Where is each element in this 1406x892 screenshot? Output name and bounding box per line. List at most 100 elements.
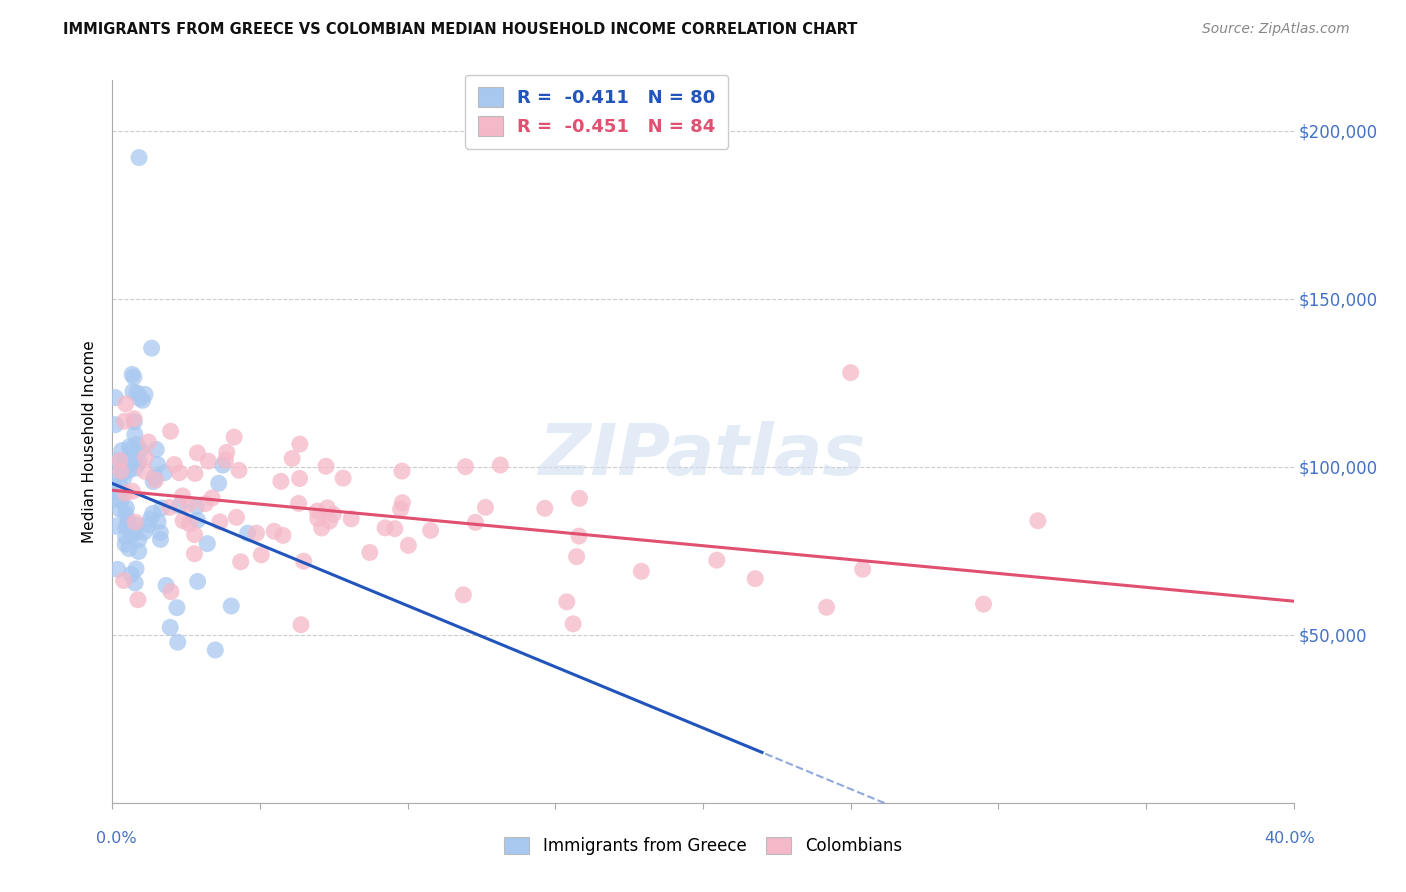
- Point: [111, 443, 134, 458]
- Point: [236, 526, 259, 541]
- Point: [169, 466, 191, 480]
- Point: [204, 643, 226, 657]
- Point: [229, 555, 252, 569]
- Point: [110, 493, 132, 508]
- Point: [453, 588, 475, 602]
- Point: [155, 578, 177, 592]
- Point: [228, 463, 250, 477]
- Point: [389, 502, 412, 516]
- Point: [197, 454, 219, 468]
- Legend: R =  -0.411   N = 80, R =  -0.451   N = 84: R = -0.411 N = 80, R = -0.451 N = 84: [465, 75, 728, 149]
- Point: [186, 513, 208, 527]
- Point: [107, 453, 129, 467]
- Point: [201, 491, 224, 505]
- Point: [117, 457, 139, 471]
- Point: [307, 511, 329, 525]
- Point: [104, 417, 127, 432]
- Point: [340, 512, 363, 526]
- Point: [419, 524, 441, 538]
- Point: [630, 564, 652, 578]
- Point: [128, 151, 150, 165]
- Point: [195, 536, 218, 550]
- Point: [145, 473, 167, 487]
- Point: [225, 510, 247, 524]
- Point: [815, 600, 838, 615]
- Point: [110, 464, 132, 478]
- Point: [110, 503, 132, 517]
- Point: [208, 515, 231, 529]
- Point: [568, 491, 591, 506]
- Point: [184, 467, 207, 481]
- Point: [112, 471, 135, 485]
- Point: [141, 341, 163, 355]
- Point: [159, 500, 181, 515]
- Point: [973, 597, 995, 611]
- Point: [263, 524, 285, 539]
- Point: [146, 458, 169, 472]
- Point: [245, 526, 267, 541]
- Point: [159, 620, 181, 634]
- Point: [145, 442, 167, 457]
- Point: [153, 466, 176, 480]
- Point: [744, 572, 766, 586]
- Point: [131, 393, 153, 408]
- Point: [565, 549, 588, 564]
- Point: [179, 516, 201, 531]
- Point: [208, 476, 231, 491]
- Point: [290, 617, 312, 632]
- Point: [318, 514, 340, 528]
- Point: [114, 414, 136, 428]
- Point: [104, 391, 127, 405]
- Point: [555, 595, 578, 609]
- Point: [307, 504, 329, 518]
- Point: [128, 455, 150, 469]
- Point: [121, 484, 143, 499]
- Point: [464, 516, 486, 530]
- Point: [108, 478, 131, 492]
- Point: [1026, 514, 1049, 528]
- Point: [270, 475, 292, 489]
- Point: [107, 483, 129, 498]
- Point: [125, 518, 148, 533]
- Point: [215, 445, 238, 459]
- Point: [250, 548, 273, 562]
- Point: [104, 492, 127, 507]
- Point: [125, 562, 148, 576]
- Point: [118, 541, 141, 556]
- Text: 0.0%: 0.0%: [96, 831, 136, 846]
- Point: [292, 554, 315, 568]
- Point: [114, 530, 136, 544]
- Point: [177, 497, 200, 511]
- Point: [104, 519, 127, 533]
- Point: [120, 567, 142, 582]
- Point: [122, 411, 145, 425]
- Point: [315, 459, 337, 474]
- Point: [108, 453, 131, 467]
- Point: [111, 467, 134, 481]
- Point: [194, 497, 217, 511]
- Point: [112, 458, 135, 473]
- Point: [129, 442, 152, 457]
- Point: [187, 574, 209, 589]
- Point: [128, 392, 150, 406]
- Point: [124, 452, 146, 467]
- Point: [138, 435, 160, 450]
- Point: [852, 562, 875, 576]
- Text: 40.0%: 40.0%: [1264, 831, 1315, 846]
- Point: [114, 520, 136, 534]
- Point: [316, 500, 339, 515]
- Point: [391, 496, 413, 510]
- Point: [134, 524, 156, 539]
- Point: [127, 592, 149, 607]
- Point: [396, 538, 419, 552]
- Point: [384, 522, 406, 536]
- Point: [183, 527, 205, 541]
- Point: [149, 533, 172, 547]
- Point: [121, 528, 143, 542]
- Point: [374, 521, 396, 535]
- Point: [562, 616, 585, 631]
- Point: [271, 528, 294, 542]
- Point: [287, 496, 309, 510]
- Point: [122, 384, 145, 399]
- Point: [839, 366, 862, 380]
